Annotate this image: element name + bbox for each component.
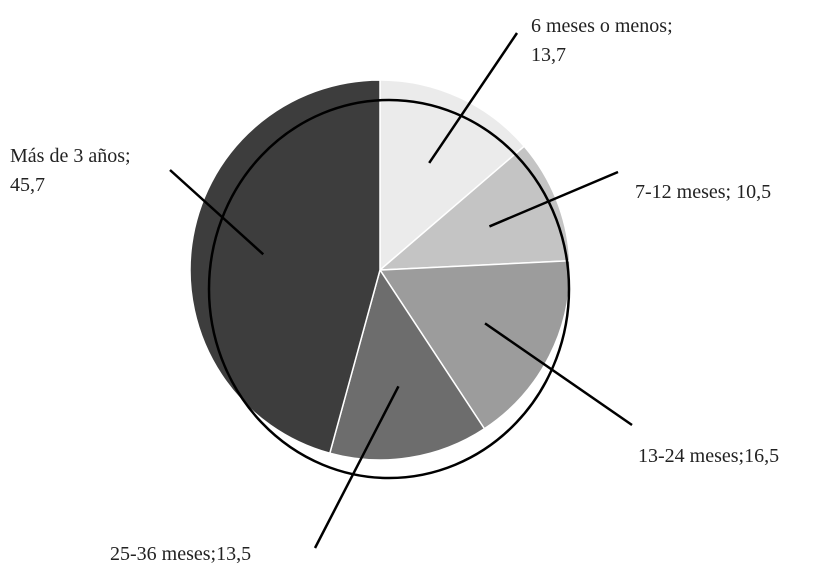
outline-ring (207, 98, 571, 480)
leader-line-25-36-meses (313, 385, 400, 549)
pie-slice-mas-de-3-anos (189, 79, 381, 455)
leader-line-6-meses (428, 32, 519, 164)
leader-line-mas-de-3-anos (169, 169, 265, 256)
leader-line-13-24-meses (484, 322, 633, 427)
label-13-24-meses: 13-24 meses;16,5 (638, 445, 779, 467)
label-6-meses: 6 meses o menos; 13,7 (531, 15, 678, 66)
pie-slices (189, 79, 571, 461)
pie-slice-7-12-meses (377, 145, 571, 271)
label-7-12-meses: 7-12 meses; 10,5 (635, 181, 771, 203)
leader-lines (169, 32, 633, 549)
label-mas-de-3-anos: Más de 3 años; 45,7 (10, 145, 136, 196)
pie-slice-6-meses (379, 79, 526, 272)
leader-line-7-12-meses (488, 170, 619, 228)
data-labels: 6 meses o menos; 13,7 7-12 meses; 10,5 1… (10, 15, 779, 565)
label-25-36-meses: 25-36 meses;13,5 (110, 543, 251, 565)
pie-slice-25-36-meses (328, 268, 486, 461)
